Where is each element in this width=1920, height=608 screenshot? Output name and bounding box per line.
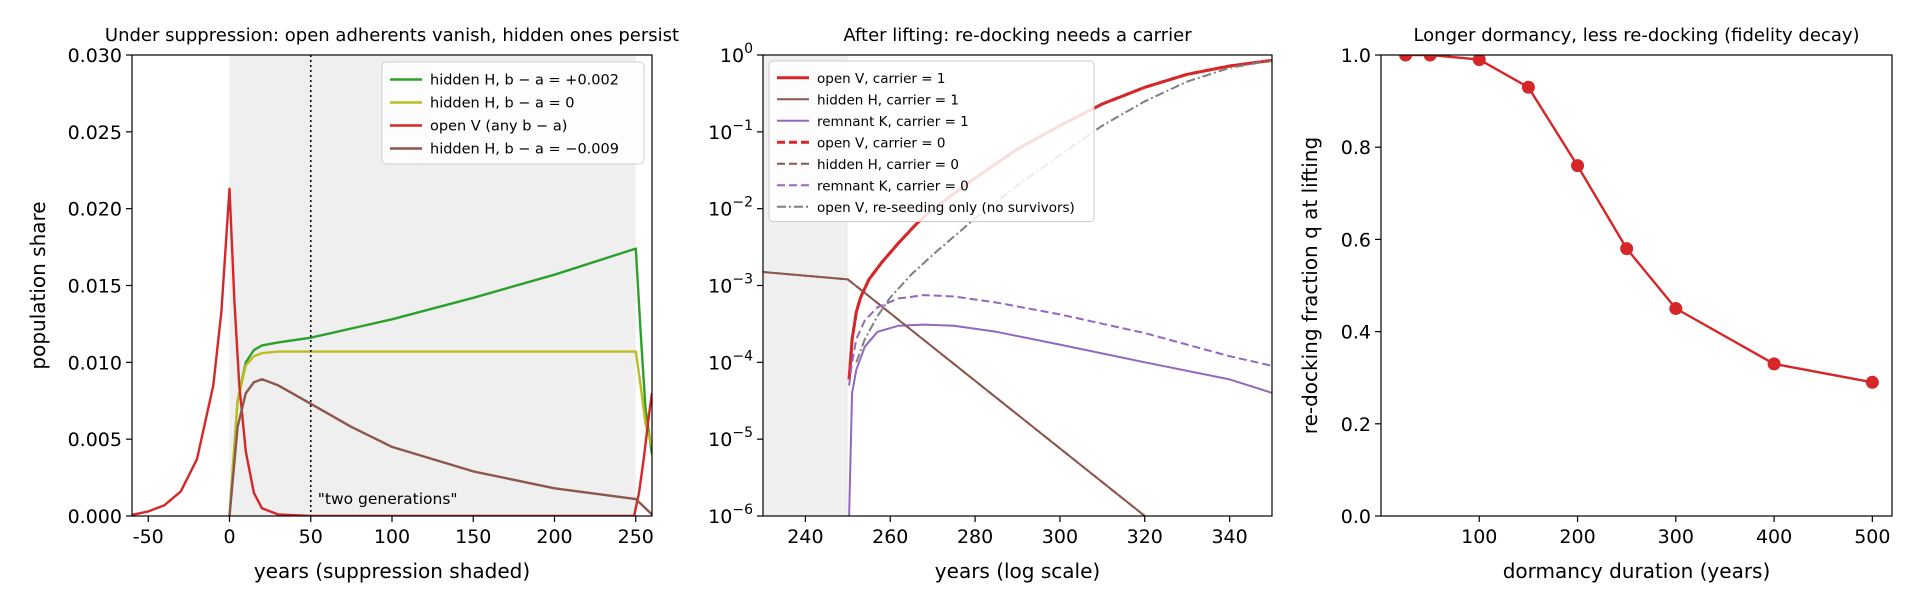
x-tick-label: 260 [872,526,908,548]
y-tick-label: 0.005 [68,429,122,451]
chart-panel-3: 100 200 300 400 500 0.0 0.2 0.4 0.6 0.8 1.0 Longer … [1298,25,1893,583]
x-tick-label: -50 [133,526,164,548]
legend-label: hidden H, carrier = 0 [817,157,959,173]
x-tick-label: 0 [223,526,235,548]
legend-label: open V (any b − a) [430,119,567,135]
series-line-2 [228,350,652,516]
y-tick-label: 10−4 [708,348,753,374]
data-point-4 [1521,80,1535,94]
legend-label: open V, carrier = 0 [817,135,945,151]
series-line-1 [1405,55,1873,384]
legend-label: hidden H, b − a = 0 [430,96,575,112]
chart-title: Longer dormancy, less re-docking (fideli… [1413,25,1859,46]
x-axis-label: years (log scale) [935,559,1100,583]
series-line-3 [848,323,1272,516]
y-tick-label: 0.015 [68,276,122,298]
chart-panel-2: 240 260 280 300 320 340 100 10−1 10−2 10−3 10−4 10−… [708,25,1273,583]
y-tick-label: 0.025 [68,122,122,144]
x-axis-label: years (suppression shaded) [254,559,530,583]
y-tick-label: 10−6 [708,502,753,528]
legend-label: open V, carrier = 1 [817,71,945,87]
series-line-4 [228,378,652,516]
data-point-8 [1767,357,1781,371]
legend: open V, carrier = 1 hidden H, carrier = 1… [768,60,1095,222]
y-tick-label: 0.4 [1341,322,1371,344]
data-point-5 [1571,159,1585,173]
series-line-3 [132,187,652,516]
legend-label: hidden H, b − a = −0.009 [430,142,619,158]
y-tick-label: 0.010 [68,352,122,374]
y-axis-label: re-docking fraction q at lifting [1298,137,1322,434]
y-tick-label: 1.0 [1341,45,1371,67]
legend-label: open V, re-seeding only (no survivors) [817,200,1075,216]
x-tick-label: 250 [618,526,654,548]
x-tick-label: 50 [299,526,323,548]
y-tick-label: 10−2 [708,195,753,221]
data-point-6 [1620,242,1634,256]
y-tick-label: 0.030 [68,45,122,67]
y-axis-label: population share [26,201,50,369]
x-tick-label: 240 [787,526,823,548]
y-tick-label: 10−5 [708,425,753,451]
data-point-9 [1865,375,1879,389]
legend: hidden H, b − a = +0.002 hidden H, b − a … [381,61,645,165]
x-tick-label: 340 [1211,526,1247,548]
legend-box [381,61,645,165]
y-tick-label: 0.0 [1341,506,1371,528]
plot-frame [1380,54,1893,517]
series-group [132,187,652,516]
y-tick-label: 100 [720,41,753,67]
x-tick-label: 100 [374,526,410,548]
series-group [1399,55,1879,389]
y-tick-label: 0.020 [68,199,122,221]
x-tick-label: 100 [1461,526,1497,548]
chart-panel-1: "two generations" -50 0 50 100 150 200 250 0.000… [26,25,679,583]
x-tick-label: 300 [1042,526,1078,548]
legend-label: hidden H, b − a = +0.002 [430,73,619,89]
y-tick-label: 0.000 [68,506,122,528]
x-tick-label: 320 [1127,526,1163,548]
y-tick-label: 0.2 [1341,414,1371,436]
data-point-3 [1472,55,1486,67]
y-tick-label: 0.8 [1341,137,1371,159]
x-tick-label: 200 [536,526,572,548]
chart-title: After lifting: re-docking needs a carrie… [843,25,1192,46]
legend-box [768,60,1095,222]
data-point-2 [1423,55,1437,62]
legend-label: hidden H, carrier = 1 [817,92,959,108]
x-tick-label: 280 [957,526,993,548]
x-tick-label: 400 [1756,526,1792,548]
annotation-label: "two generations" [318,490,458,508]
x-tick-label: 200 [1559,526,1595,548]
series-line-6 [848,294,1272,386]
chart-title: Under suppression: open adherents vanish… [105,25,679,46]
y-tick-label: 10−3 [708,272,753,298]
legend-label: remnant K, carrier = 0 [817,178,969,194]
x-tick-label: 300 [1658,526,1694,548]
data-point-7 [1669,302,1683,316]
legend-label: remnant K, carrier = 1 [817,114,969,130]
series-line-1 [228,247,652,516]
y-tick-label: 0.6 [1341,229,1371,251]
data-point-1 [1399,55,1413,62]
x-tick-label: 500 [1854,526,1890,548]
series-line-5 [763,271,1146,516]
x-axis-label: dormancy duration (years) [1503,559,1771,583]
y-tick-label: 10−1 [708,118,753,144]
x-tick-label: 150 [455,526,491,548]
